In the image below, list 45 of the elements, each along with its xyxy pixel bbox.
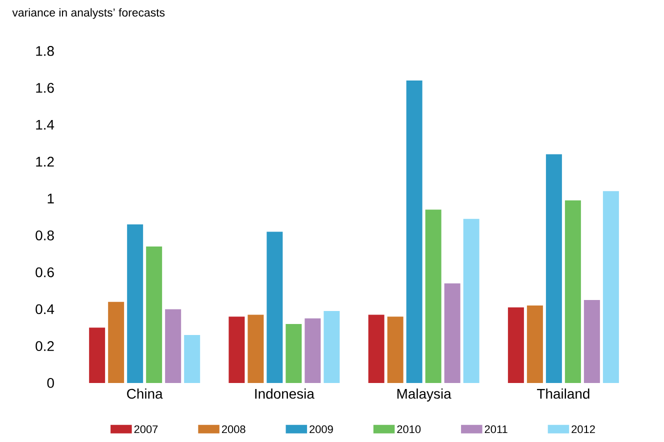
bar [425, 210, 442, 383]
bar [89, 328, 106, 383]
bar [564, 200, 581, 383]
legend-label: 2010 [397, 425, 421, 434]
legend-label: 2009 [310, 425, 333, 434]
bar [108, 302, 124, 383]
y-tick-label: 1 [48, 194, 54, 204]
y-tick-label: 1.4 [36, 120, 54, 130]
x-tick-label: Indonesia [255, 388, 314, 399]
legend-label: 2012 [572, 425, 595, 434]
x-tick-label: Malaysia [397, 388, 452, 402]
y-tick-label: 0 [47, 378, 54, 388]
bar [266, 232, 283, 383]
bar [508, 307, 524, 383]
legend-label: 2011 [484, 425, 508, 434]
legend-label: 2007 [134, 425, 158, 434]
bar [228, 316, 245, 383]
y-tick-label: 0.4 [36, 304, 54, 314]
bar [286, 324, 302, 383]
x-tick-label: China [127, 388, 163, 399]
legend-label: 2008 [222, 425, 246, 434]
y-tick-label: 0.6 [36, 267, 54, 278]
bar [127, 224, 144, 383]
bar [248, 314, 264, 383]
bar [165, 309, 182, 383]
bar [184, 335, 200, 383]
bar [146, 246, 162, 383]
x-tick-label: Thailand [537, 388, 590, 399]
bar [584, 300, 600, 383]
bar [602, 191, 619, 383]
bar [406, 80, 422, 383]
bar [463, 218, 480, 383]
bar [368, 314, 384, 383]
bar [526, 306, 543, 383]
chart-subtitle: variance in analysts’ forecasts [12, 8, 165, 19]
bar [546, 154, 562, 383]
bar [387, 316, 404, 383]
y-tick-label: 1.6 [36, 82, 54, 93]
bar [324, 311, 340, 383]
bar [304, 318, 321, 383]
y-tick-label: 1.8 [36, 46, 54, 56]
y-tick-label: 0.2 [36, 341, 54, 352]
bar [444, 283, 460, 383]
y-tick-label: 1.2 [36, 156, 54, 167]
y-tick-label: 0.8 [36, 230, 54, 240]
